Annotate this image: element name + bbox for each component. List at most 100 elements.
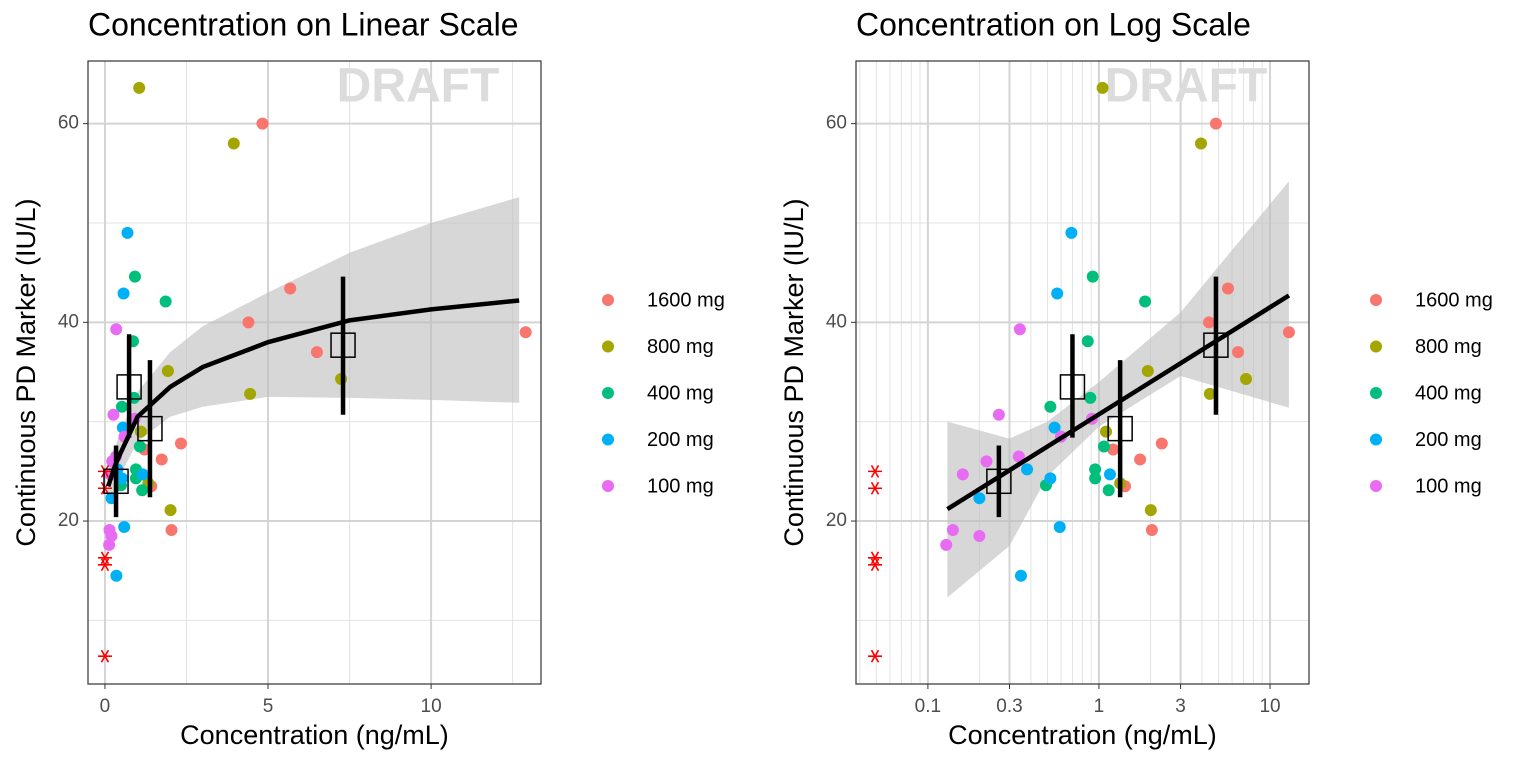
data-point	[1144, 504, 1157, 517]
data-point	[161, 365, 174, 378]
data-point	[1081, 335, 1094, 348]
data-point	[174, 437, 187, 450]
data-point	[310, 346, 323, 359]
data-point	[1089, 472, 1102, 485]
legend-key	[1370, 294, 1382, 306]
x-tick-label: 0.1	[915, 696, 941, 717]
data-point	[940, 538, 953, 551]
data-point	[1203, 387, 1216, 400]
data-point	[164, 504, 177, 517]
data-point	[1044, 400, 1057, 413]
data-point	[256, 117, 269, 130]
y-tick-label: 20	[826, 510, 847, 531]
legend-key	[602, 433, 614, 446]
x-tick-label: 10	[421, 696, 442, 717]
watermark: DRAFT	[337, 60, 500, 113]
data-point	[1102, 484, 1115, 497]
data-point	[992, 408, 1005, 421]
data-point	[1145, 523, 1158, 536]
legend-key	[602, 387, 614, 399]
data-point	[107, 408, 120, 421]
data-point	[1155, 437, 1168, 450]
watermark: DRAFT	[1105, 60, 1268, 113]
legend-key	[1370, 433, 1382, 446]
data-point	[1021, 463, 1034, 476]
data-point	[134, 425, 147, 438]
legend-key	[1370, 387, 1382, 399]
data-point	[1051, 287, 1064, 300]
data-point	[1096, 81, 1109, 94]
data-point	[133, 440, 146, 453]
x-axis-label: Concentration (ng/mL)	[180, 720, 449, 750]
legend-key	[1370, 340, 1382, 353]
data-point	[118, 521, 131, 534]
y-tick-label: 60	[58, 113, 79, 134]
y-tick-label: 60	[826, 113, 847, 134]
summary-box	[1203, 332, 1229, 358]
data-point	[956, 468, 969, 481]
data-point	[946, 523, 959, 536]
x-tick-label: 3	[1175, 696, 1186, 717]
summary-box	[116, 374, 142, 400]
data-point	[244, 387, 257, 400]
summary-box	[986, 468, 1012, 495]
data-point	[110, 569, 123, 582]
x-tick-label: 0.3	[996, 696, 1022, 717]
legend-label: 100 mg	[1415, 475, 1482, 497]
data-point	[136, 468, 149, 481]
data-point	[115, 472, 128, 485]
y-tick-label: 20	[58, 510, 79, 531]
legend-label: 400 mg	[647, 382, 714, 404]
x-axis-label: Concentration (ng/mL)	[948, 720, 1217, 750]
summary-box	[330, 332, 356, 358]
legend-label: 800 mg	[647, 336, 714, 358]
y-axis-label: Continuous PD Marker (IU/L)	[11, 198, 41, 546]
data-point	[1012, 450, 1025, 463]
data-point	[1209, 117, 1222, 130]
legend-label: 1600 mg	[1415, 289, 1493, 311]
x-tick-label: 10	[1259, 696, 1280, 717]
legend-key	[602, 294, 614, 306]
data-point	[227, 137, 240, 150]
data-point	[1221, 282, 1234, 295]
data-point	[136, 484, 149, 497]
data-point	[1203, 316, 1216, 329]
data-point	[1044, 472, 1057, 485]
data-point	[115, 400, 128, 413]
summary-box	[1107, 415, 1133, 442]
data-point	[284, 282, 297, 295]
data-point	[155, 453, 168, 466]
data-point	[1086, 270, 1099, 283]
blq-point	[97, 464, 112, 478]
legend-label: 100 mg	[647, 475, 714, 497]
data-point	[133, 81, 146, 94]
y-tick-label: 40	[58, 311, 79, 332]
x-tick-label: 0	[100, 696, 111, 717]
data-point	[980, 455, 993, 468]
legend-label: 200 mg	[647, 429, 714, 451]
data-point	[1232, 346, 1245, 359]
blq-point	[868, 558, 882, 572]
data-point	[1107, 443, 1120, 456]
data-point	[1053, 521, 1066, 534]
summary-box	[1059, 374, 1086, 400]
data-point	[1134, 453, 1147, 466]
blq-point	[97, 649, 112, 663]
data-point	[1195, 137, 1208, 150]
data-point	[110, 323, 123, 336]
legend-label: 200 mg	[1415, 429, 1482, 451]
blq-point	[868, 464, 882, 478]
data-point	[103, 538, 116, 551]
legend-label: 800 mg	[1415, 336, 1482, 358]
x-tick-label: 1	[1094, 696, 1105, 717]
blq-point	[868, 481, 882, 495]
data-point	[1013, 323, 1026, 336]
data-point	[1141, 365, 1154, 378]
data-point	[519, 326, 532, 339]
x-tick-label: 5	[263, 696, 274, 717]
data-point	[116, 421, 129, 434]
data-point	[159, 295, 172, 308]
legend-key	[602, 340, 614, 353]
